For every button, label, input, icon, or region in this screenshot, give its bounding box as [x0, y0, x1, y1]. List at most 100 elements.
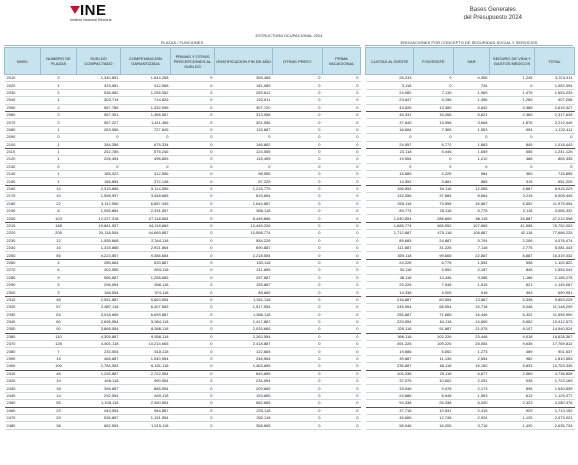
cell-grat: 0 [214, 163, 273, 172]
cell-sueldo: 252,785 [76, 148, 121, 157]
cell-sueldo: 329,981 [76, 81, 121, 90]
cell-comp: 1,411,456 [120, 118, 171, 127]
cell-total: 4,076,474 [534, 237, 575, 246]
cell-fovi: 102,226 [413, 333, 454, 342]
cell-plazas: 0 [40, 133, 77, 142]
table-row: 2230 12 1,055,668 2,344,118 0 554,226 0 0 [4, 237, 361, 246]
cell-plazas: 55 [40, 251, 77, 260]
column-header: OTRAS PREST. [272, 47, 323, 75]
cell-nivel: 2280 [4, 274, 41, 282]
cell-grat: 181,089 [214, 81, 273, 90]
cell-sueldo: 1,055,864 [76, 207, 121, 216]
table-row: 359,118 99,665 22,887 8,887 16,319,332 [365, 251, 575, 260]
cell-vac: 0 [322, 303, 361, 312]
cell-total: 0 [534, 163, 575, 172]
cell-sar: 889 [453, 177, 490, 186]
table-row: 2170 10 1,558,997 3,448,665 0 815,664 0 0 [4, 192, 361, 201]
doc-subtitle: del Presupuesto 2024 [463, 15, 522, 21]
cell-grat: 246,554 [214, 355, 273, 364]
cell-seg: 2,775 [489, 244, 535, 253]
cell-fovi: 13,998 [413, 118, 454, 127]
cell-otras: 0 [272, 104, 323, 112]
cell-seg: 488 [489, 155, 535, 164]
cell-primas: 0 [170, 340, 215, 349]
cell-cuotas: 132,556 [365, 192, 414, 201]
cell-plazas: 126 [40, 340, 77, 349]
cell-primas: 0 [170, 355, 215, 364]
cell-sueldo: 4,305,887 [76, 333, 121, 342]
cell-comp: 496,855 [120, 155, 171, 164]
cell-seg: 935 [489, 377, 535, 386]
cell-vac: 0 [322, 347, 361, 356]
cell-grat: 690,887 [214, 244, 273, 253]
cell-seg: 1,245 [489, 74, 535, 83]
cell-fovi: 0 [413, 74, 454, 83]
cell-grat: 1,517,554 [214, 303, 273, 312]
cell-total: 1,713,152 [534, 407, 575, 415]
cell-comp: 714,826 [120, 96, 171, 105]
cell-primas: 0 [170, 303, 215, 312]
cell-fovi: 4,156 [413, 96, 454, 105]
cell-grat: 307,720 [214, 104, 273, 112]
cell-seg: 1,430 [489, 421, 535, 430]
cell-comp: 893,118 [120, 266, 171, 275]
cell-comp: 885,554 [120, 384, 171, 393]
cell-nivel: 2090 [4, 133, 41, 142]
cell-otras: 0 [272, 170, 323, 179]
cell-seg: 9,636 [489, 340, 535, 349]
table-row: 39,887 11,135 2,554 982 1,810,553 [365, 355, 575, 364]
cell-nivel: 2300 [4, 288, 41, 297]
cell-comp: 1,366,587 [120, 111, 171, 120]
table-row: 2410 48 1,226,887 2,722,554 0 644,665 0 0 [4, 370, 361, 379]
cell-fovi: 7,115 [413, 89, 454, 98]
cell-plazas: 92 [40, 325, 77, 334]
cell-primas: 0 [170, 222, 215, 231]
cell-primas: 0 [170, 377, 215, 386]
cell-comp: 9,558,118 [120, 333, 171, 342]
cell-vac: 0 [322, 163, 361, 172]
cell-sueldo: 0 [76, 163, 121, 172]
table-row: 1,040,554 288,665 66,118 25,887 47,212,998 [365, 214, 575, 223]
cell-fovi: 10,531 [413, 407, 454, 415]
cell-cuotas: 104,338 [365, 370, 414, 379]
cell-total: 651,225 [534, 177, 575, 186]
cell-fovi: 24,887 [413, 237, 454, 246]
cell-nivel: 2330 [4, 311, 41, 319]
cell-fovi: 60,554 [413, 296, 454, 305]
cell-comp: 6,887,445 [120, 200, 171, 209]
cell-sar: 13,887 [453, 296, 490, 305]
table-row: 2310 48 2,551,887 5,663,554 0 1,341,118 0 0 [4, 296, 361, 305]
cell-otras: 0 [272, 155, 323, 164]
cell-total: 11,655,990 [534, 311, 575, 319]
table-row: 2140 1 185,322 412,556 0 98,556 0 0 [4, 170, 361, 179]
cell-plazas: 188 [40, 222, 77, 231]
cell-primas: 0 [170, 399, 215, 408]
cell-nivel: 2450 [4, 399, 41, 408]
cell-cuotas: 28,233 [365, 74, 414, 83]
cell-vac: 0 [322, 192, 361, 201]
cell-otras: 0 [272, 266, 323, 275]
cell-plazas: 100 [40, 362, 77, 371]
cell-cuotas: 24,557 [365, 141, 414, 149]
cell-primas: 0 [170, 200, 215, 209]
cell-vac: 0 [322, 133, 361, 142]
cell-plazas: 18 [40, 384, 77, 393]
table-row: 2020 1 329,981 412,568 0 181,089 0 0 [4, 81, 361, 90]
cell-plazas: 2 [40, 104, 77, 112]
cell-grat: 150,118 [214, 259, 273, 268]
cell-fovi: 288,665 [413, 214, 454, 223]
cell-comp: 575,246 [120, 148, 171, 157]
cell-grat: 358,665 [214, 421, 273, 430]
cell-fovi: 5,446 [413, 148, 454, 157]
cell-nivel: 2050 [4, 104, 41, 112]
cell-plazas: 3 [40, 288, 77, 297]
cell-grat: 211,665 [214, 266, 273, 275]
cell-otras: 0 [272, 126, 323, 135]
cell-vac: 0 [322, 111, 361, 120]
cell-nivel: 2150 [4, 177, 41, 186]
cell-otras: 0 [272, 141, 323, 149]
cell-total: 76,752,003 [534, 222, 575, 231]
cell-comp: 374,118 [120, 288, 171, 297]
cell-seg: 621 [489, 281, 535, 290]
table-row: 2340 60 2,696,554 5,984,118 0 1,417,887 0 0 [4, 318, 361, 327]
